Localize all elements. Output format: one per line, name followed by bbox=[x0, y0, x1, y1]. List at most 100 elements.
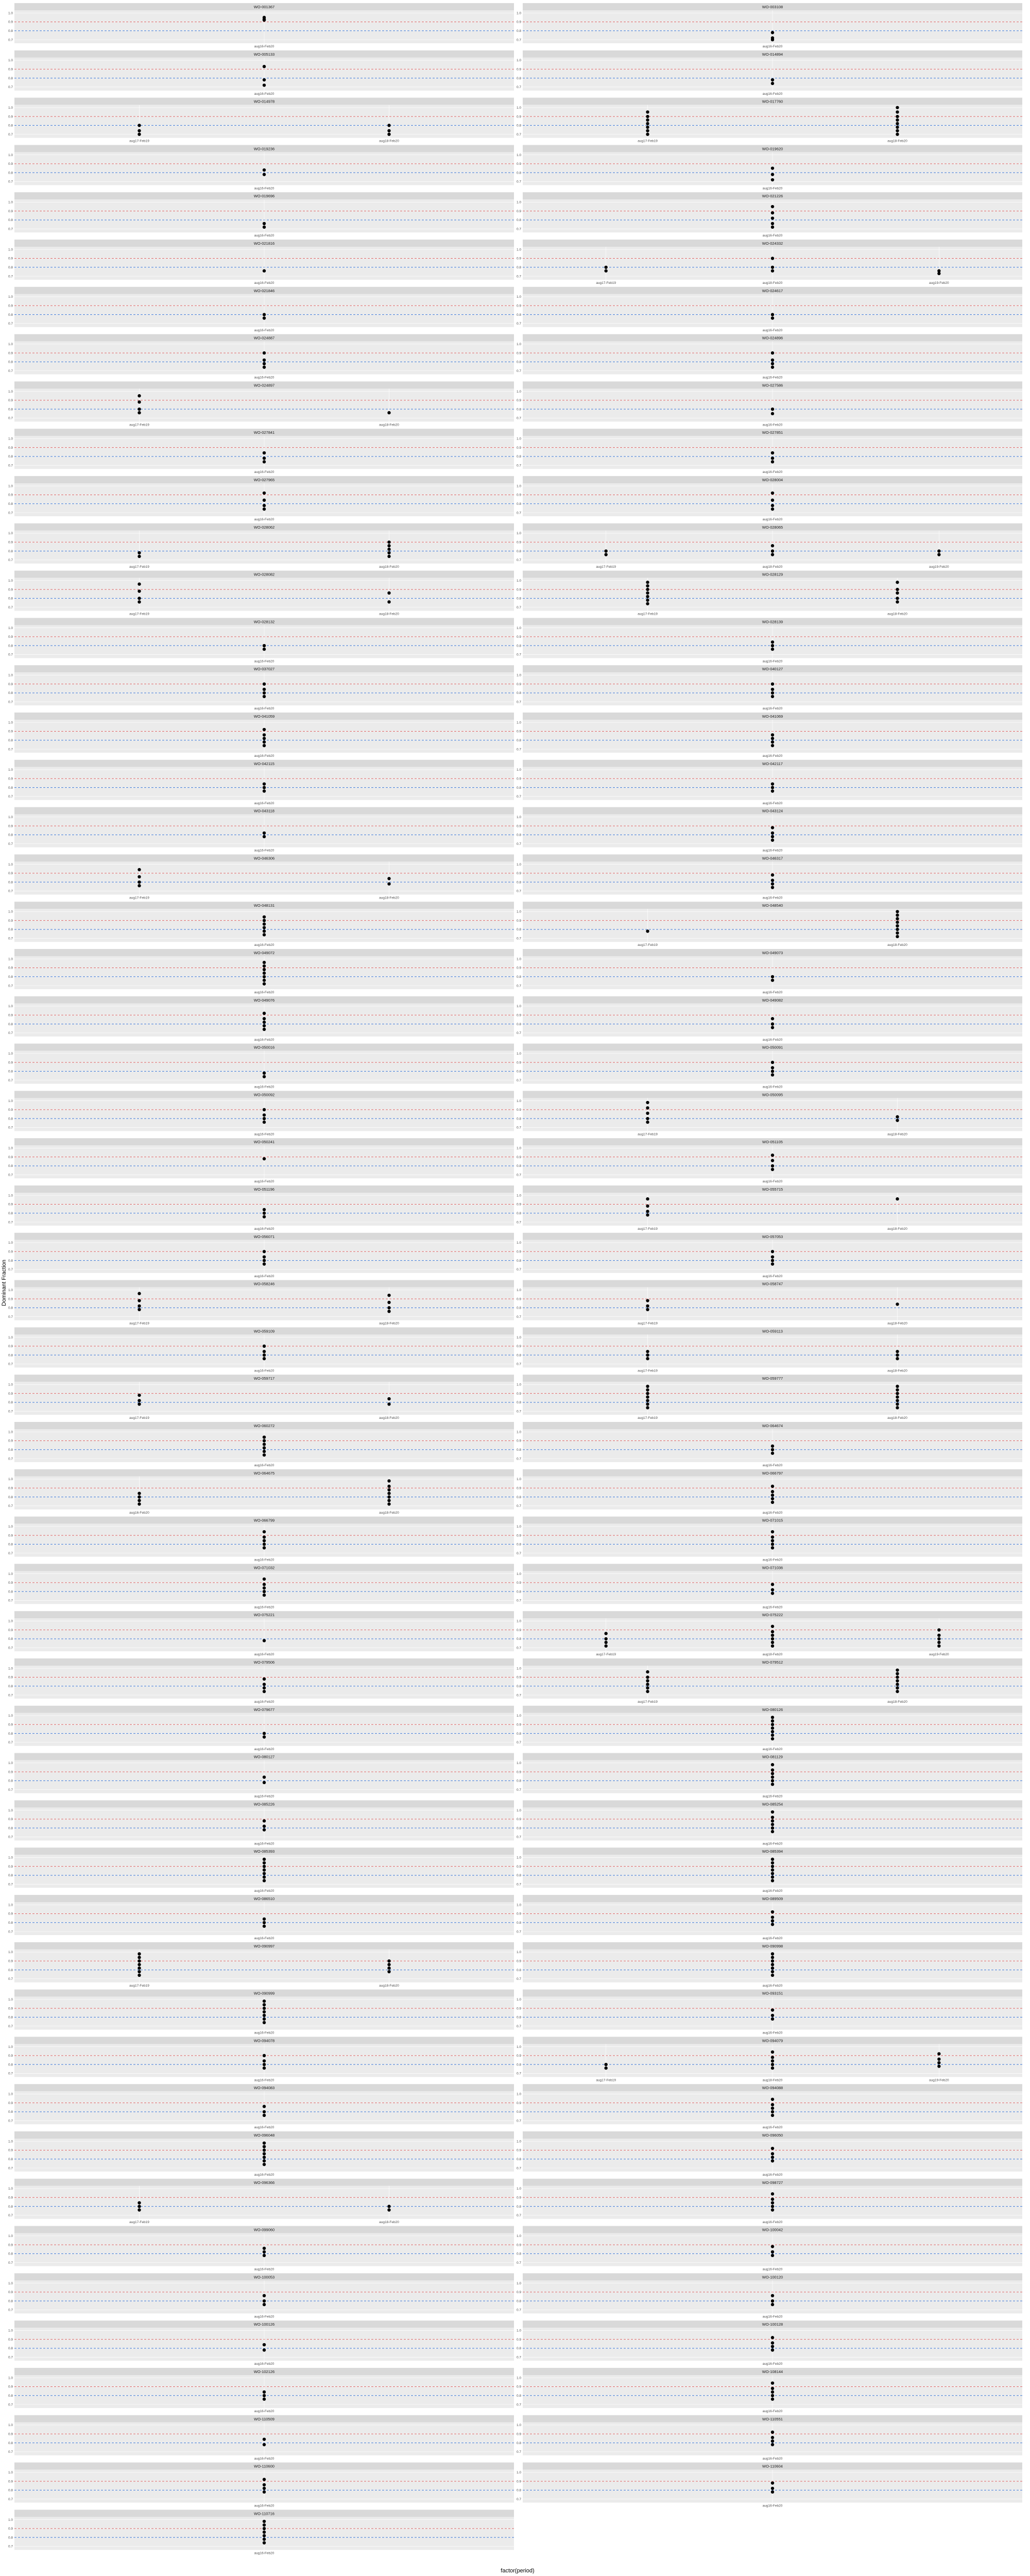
y-tick-label: 0.7 bbox=[8, 984, 13, 988]
facet-panel: WO-049082 1.0 0.9 0.8 0.7 aug16-Feb20 bbox=[517, 996, 1022, 1042]
y-tick-label: 0.8 bbox=[8, 1448, 13, 1452]
y-tick-label: 1.0 bbox=[8, 106, 13, 110]
y-tick-label: 0.7 bbox=[517, 842, 521, 846]
data-point bbox=[896, 597, 899, 600]
data-point bbox=[770, 1637, 775, 1641]
y-tick-label: 0.7 bbox=[517, 653, 521, 657]
facet-strip-label: WO-028062 bbox=[254, 525, 274, 530]
facet-strip bbox=[523, 2037, 1022, 2044]
data-point bbox=[604, 2066, 608, 2070]
facet-strip bbox=[14, 1232, 514, 1240]
data-point bbox=[937, 553, 941, 556]
y-tick-label: 0.8 bbox=[8, 1070, 13, 1074]
data-point bbox=[646, 110, 649, 114]
y-tick-label: 0.8 bbox=[8, 739, 13, 742]
y-tick-label: 1.0 bbox=[8, 1194, 13, 1197]
data-point bbox=[138, 1499, 141, 1502]
y-tick-label: 1.0 bbox=[8, 1620, 13, 1623]
data-point bbox=[770, 2253, 775, 2258]
data-point bbox=[770, 1823, 775, 1826]
facet-strip-label: WO-041059 bbox=[254, 714, 274, 719]
facet-strip bbox=[523, 1848, 1022, 1855]
data-point bbox=[770, 1546, 775, 1550]
data-point bbox=[387, 882, 391, 886]
y-tick-label: 0.8 bbox=[8, 2252, 13, 2256]
data-point bbox=[387, 1402, 391, 1406]
facet-strip-label: WO-005133 bbox=[254, 52, 274, 57]
y-tick-label: 1.0 bbox=[8, 154, 13, 157]
data-point bbox=[262, 1732, 266, 1735]
facet-strip-label: WO-096048 bbox=[254, 2133, 274, 2138]
data-point bbox=[387, 132, 391, 136]
facet-strip-label: WO-090999 bbox=[254, 1991, 274, 1996]
data-point bbox=[770, 1826, 775, 1830]
data-point bbox=[262, 460, 266, 464]
x-tick-label: aug17-Feb19 bbox=[596, 281, 616, 285]
data-point bbox=[262, 1353, 266, 1357]
y-tick-label: 0.9 bbox=[517, 1486, 521, 1490]
data-point bbox=[646, 1670, 649, 1674]
data-point bbox=[262, 269, 266, 273]
y-tick-label: 0.8 bbox=[8, 1212, 13, 1215]
y-tick-label: 1.0 bbox=[517, 295, 521, 299]
facet-panel: WO-050095 1.0 0.9 0.8 0.7 aug17-Feb19 aug18-Fe… bbox=[517, 1091, 1022, 1136]
data-point bbox=[262, 1255, 266, 1259]
facet-strip-label: WO-090997 bbox=[254, 1944, 274, 1948]
data-point bbox=[770, 782, 775, 786]
facet-panel: WO-096048 1.0 0.9 0.8 0.7 aug16-Feb20 bbox=[8, 2131, 514, 2177]
x-tick-label: aug16-Feb20 bbox=[254, 2031, 274, 2035]
data-point bbox=[262, 2156, 266, 2159]
x-tick-label: aug19-Feb20 bbox=[929, 1653, 949, 1656]
facet-panel: WO-027965 1.0 0.9 0.8 0.7 aug16-Feb20 bbox=[8, 476, 514, 521]
data-point bbox=[604, 553, 608, 556]
data-point bbox=[770, 2156, 775, 2159]
data-point bbox=[262, 2478, 266, 2481]
y-tick-label: 0.8 bbox=[8, 2394, 13, 2398]
facet-panel: WO-028004 1.0 0.9 0.8 0.7 aug16-Feb20 bbox=[517, 476, 1022, 521]
y-tick-label: 0.9 bbox=[8, 1013, 13, 1017]
x-tick-label: aug16-Feb20 bbox=[254, 1227, 274, 1231]
y-tick-label: 0.9 bbox=[517, 2243, 521, 2247]
facet-strip bbox=[14, 713, 514, 720]
data-point bbox=[770, 1819, 775, 1823]
y-tick-label: 0.9 bbox=[8, 67, 13, 71]
y-tick-label: 0.9 bbox=[8, 824, 13, 828]
data-point bbox=[138, 129, 141, 132]
data-point bbox=[770, 2205, 775, 2208]
x-tick-label: aug16-Feb20 bbox=[763, 754, 783, 758]
y-tick-label: 0.7 bbox=[517, 464, 521, 467]
data-point bbox=[937, 269, 941, 273]
facet-panel: WO-100042 1.0 0.9 0.8 0.7 aug16-Feb20 bbox=[517, 2226, 1022, 2272]
y-tick-label: 0.8 bbox=[517, 739, 521, 742]
y-tick-label: 0.9 bbox=[517, 67, 521, 71]
x-tick-label: aug16-Feb20 bbox=[763, 1984, 783, 1988]
y-tick-label: 0.8 bbox=[8, 77, 13, 80]
y-tick-label: 0.7 bbox=[517, 795, 521, 799]
facet-strip-label: WO-055715 bbox=[762, 1187, 783, 1192]
data-point bbox=[896, 1357, 899, 1361]
data-point bbox=[262, 1775, 266, 1779]
y-tick-label: 0.7 bbox=[8, 1363, 13, 1366]
y-tick-label: 0.9 bbox=[517, 1345, 521, 1348]
data-point bbox=[387, 1492, 391, 1495]
y-tick-label: 0.7 bbox=[8, 1173, 13, 1177]
facet-strip bbox=[14, 2084, 514, 2092]
y-tick-label: 0.9 bbox=[8, 683, 13, 686]
y-tick-label: 0.9 bbox=[517, 1581, 521, 1585]
data-point bbox=[896, 913, 899, 917]
facet-strip bbox=[523, 1185, 1022, 1193]
data-point bbox=[770, 2201, 775, 2205]
x-tick-label: aug17-Feb19 bbox=[129, 896, 149, 900]
data-point bbox=[262, 2483, 266, 2487]
facet-panel: WO-096366 1.0 0.9 0.8 0.7 aug17-Feb19 aug18-Fe… bbox=[8, 2178, 514, 2224]
y-tick-label: 0.7 bbox=[517, 2119, 521, 2123]
y-tick-label: 0.9 bbox=[8, 1156, 13, 1159]
facet-strip bbox=[14, 807, 514, 815]
facet-strip-label: WO-049072 bbox=[254, 951, 274, 955]
y-tick-label: 0.7 bbox=[517, 984, 521, 988]
x-tick-label: aug17-Feb19 bbox=[129, 1416, 149, 1420]
y-tick-label: 0.9 bbox=[517, 1676, 521, 1680]
y-tick-label: 1.0 bbox=[8, 1336, 13, 1340]
data-point bbox=[262, 1024, 266, 1028]
data-point bbox=[387, 1502, 391, 1506]
